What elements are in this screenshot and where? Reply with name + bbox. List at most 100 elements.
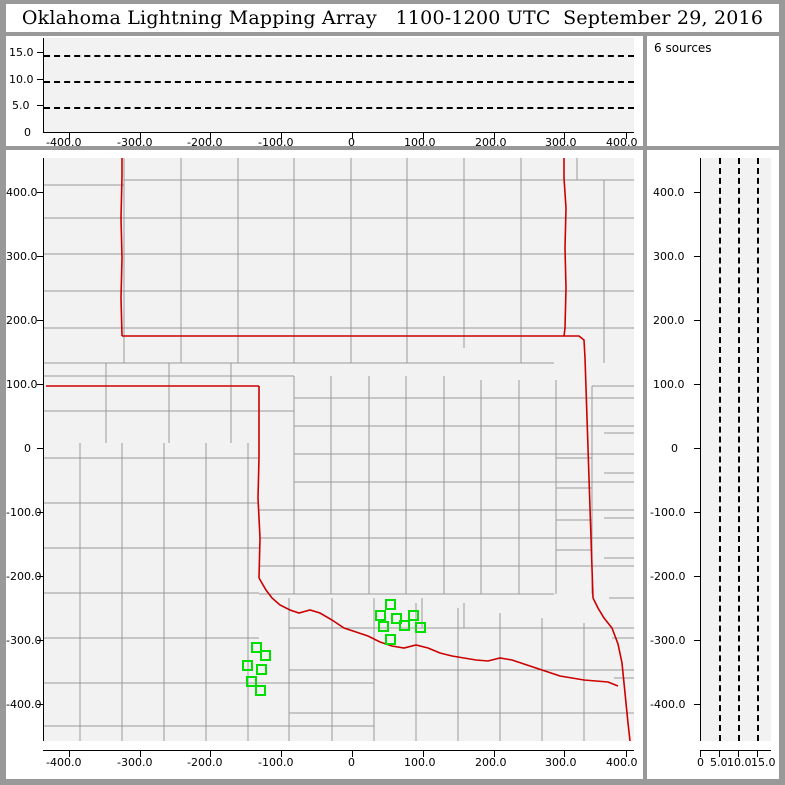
source-marker — [385, 599, 396, 610]
side-ylabel--200: -200.0 — [650, 570, 686, 583]
map-xlabel--100: -100.0 — [258, 756, 294, 769]
source-marker — [378, 621, 389, 632]
map-xlabel--300: -300.0 — [117, 756, 153, 769]
gridline-5 — [719, 158, 721, 741]
map-x-axis — [43, 750, 634, 751]
source-marker — [246, 676, 257, 687]
map-ylabel--400: -400.0 — [6, 698, 42, 711]
top-x-axis — [43, 132, 634, 133]
top-xtick-100 — [423, 133, 424, 139]
map-xlabel-0: 0 — [348, 756, 355, 769]
side-ylabel--100: -100.0 — [650, 506, 686, 519]
side-ytick--300 — [694, 640, 701, 641]
source-marker — [251, 642, 262, 653]
map-ytick--200 — [37, 576, 44, 577]
map-plot-area[interactable] — [44, 158, 634, 741]
map-xlabel-300: 300.0 — [545, 756, 577, 769]
north-south-vs-altitude-panel[interactable]: 400.0 300.0 200.0 100.0 0 -100.0 -200.0 … — [647, 150, 779, 779]
map-xtick-400 — [626, 751, 627, 757]
source-marker — [415, 622, 426, 633]
map-ylabel-0: 0 — [24, 442, 31, 455]
top-y-axis — [43, 38, 44, 133]
map-ylabel--100: -100.0 — [6, 506, 42, 519]
side-xlabel-5: 5.0 — [710, 756, 728, 769]
map-ytick--300 — [37, 640, 44, 641]
side-ytick-0 — [694, 448, 701, 449]
map-ylabel-300: 300.0 — [6, 250, 38, 263]
side-xlabel-0: 0 — [697, 756, 704, 769]
gridline-5 — [44, 107, 634, 110]
side-xlabel-15: 15.0 — [751, 756, 776, 769]
map-xtick-200 — [494, 751, 495, 757]
map-xlabel-100: 100.0 — [404, 756, 436, 769]
map-ytick--100 — [37, 512, 44, 513]
top-xtick--200 — [210, 133, 211, 139]
side-ytick--400 — [694, 704, 701, 705]
side-ytick--100 — [694, 512, 701, 513]
side-ytick-100 — [694, 384, 701, 385]
top-xtick--300 — [140, 133, 141, 139]
side-ylabel-400: 400.0 — [653, 186, 685, 199]
plan-view-map-panel[interactable]: 400.0 300.0 200.0 100.0 0 -100.0 -200.0 … — [6, 150, 643, 779]
top-ytick-10 — [37, 79, 44, 80]
top-xlabel-200: 200.0 — [475, 136, 507, 149]
map-ytick--400 — [37, 704, 44, 705]
top-ytick-5 — [37, 105, 44, 106]
altitude-vs-east-west-panel[interactable]: 15.0 10.0 5.0 0 -400.0 -300.0 -200.0 -10… — [6, 36, 643, 149]
source-marker — [391, 613, 402, 624]
map-xlabel--200: -200.0 — [187, 756, 223, 769]
map-y-axis — [43, 158, 44, 741]
side-xlabel-10: 10.0 — [727, 756, 752, 769]
page-title: Oklahoma Lightning Mapping Array 1100-12… — [21, 7, 764, 29]
map-xtick-0 — [352, 751, 353, 757]
source-marker — [255, 685, 266, 696]
top-ytick-15 — [37, 52, 44, 53]
source-marker — [408, 610, 419, 621]
map-xtick-300 — [564, 751, 565, 757]
side-x-axis — [700, 750, 771, 751]
gridline-15 — [44, 54, 634, 57]
side-ytick--200 — [694, 576, 701, 577]
top-xlabel-0: 0 — [348, 136, 355, 149]
source-marker — [399, 620, 410, 631]
map-xtick--300 — [140, 751, 141, 757]
top-ylabel-10: 10.0 — [9, 73, 34, 86]
side-ylabel-100: 100.0 — [653, 378, 685, 391]
source-marker — [242, 660, 253, 671]
side-ytick-300 — [694, 256, 701, 257]
map-ylabel-400: 400.0 — [6, 186, 38, 199]
map-ylabel-200: 200.0 — [6, 314, 38, 327]
side-ylabel--400: -400.0 — [650, 698, 686, 711]
side-y-axis — [700, 158, 701, 741]
top-xlabel--400: -400.0 — [46, 136, 82, 149]
top-xtick--100 — [281, 133, 282, 139]
top-plot-area[interactable] — [44, 38, 634, 133]
top-xtick-400 — [626, 133, 627, 139]
top-xlabel-400: 400.0 — [606, 136, 638, 149]
top-xlabel-300: 300.0 — [545, 136, 577, 149]
side-ylabel-300: 300.0 — [653, 250, 685, 263]
map-xtick-100 — [423, 751, 424, 757]
source-marker — [256, 664, 267, 675]
map-ytick-200 — [37, 320, 44, 321]
side-xtick-5 — [719, 751, 720, 757]
top-xtick-200 — [494, 133, 495, 139]
top-xlabel-100: 100.0 — [404, 136, 436, 149]
top-xtick-0 — [352, 133, 353, 139]
map-xtick--100 — [281, 751, 282, 757]
side-plot-area[interactable] — [701, 158, 771, 741]
map-xtick--200 — [210, 751, 211, 757]
map-ylabel--300: -300.0 — [6, 634, 42, 647]
title-bar: Oklahoma Lightning Mapping Array 1100-12… — [6, 4, 779, 32]
source-count-label: 6 sources — [654, 41, 712, 55]
county-and-state-boundaries-map — [44, 158, 634, 741]
map-ytick-400 — [37, 192, 44, 193]
map-xlabel-400: 400.0 — [606, 756, 638, 769]
map-ylabel-100: 100.0 — [6, 378, 38, 391]
info-panel: 6 sources — [647, 36, 779, 146]
top-ylabel-5: 5.0 — [12, 99, 30, 112]
side-xtick-15 — [757, 751, 758, 757]
side-xtick-0 — [700, 751, 701, 757]
top-xtick-300 — [564, 133, 565, 139]
